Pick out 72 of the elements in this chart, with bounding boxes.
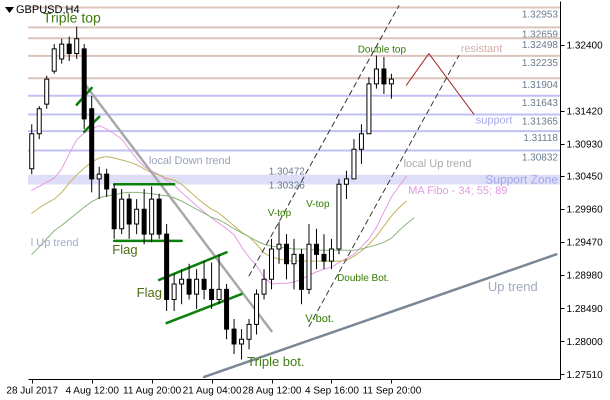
candlestick: [314, 228, 319, 270]
candlestick: [104, 168, 110, 198]
candlestick: [344, 170, 349, 200]
candlestick: [186, 263, 192, 300]
candlestick: [374, 55, 379, 90]
annotation: Double top: [358, 44, 406, 56]
candlestick: [239, 328, 244, 360]
candlestick: [216, 254, 222, 305]
candlestick: [358, 124, 364, 165]
annotation: support: [476, 114, 512, 127]
annotation: Flag: [112, 242, 138, 257]
candlestick: [194, 268, 200, 310]
ref-line-label: 1.31118: [523, 133, 558, 144]
ref-line-label: 1.31904: [522, 80, 558, 92]
y-tick-label: 1.31420: [566, 106, 604, 118]
y-tick-label: 1.29960: [566, 204, 604, 216]
y-tick-label: 1.28000: [566, 336, 604, 348]
annotation: MA Fibo - 34; 55; 89: [408, 185, 508, 197]
annotation: resistant: [460, 42, 502, 55]
candlestick: [388, 73, 394, 100]
candlestick: [59, 38, 64, 64]
y-tick-label: 1.27510: [566, 370, 604, 381]
candlestick: [209, 262, 214, 310]
annotation: Triple bot.: [247, 354, 304, 369]
candlestick: [262, 268, 267, 300]
candlestick: [292, 238, 296, 290]
x-tick-label: 28 Aug 12:00: [242, 386, 302, 396]
candlestick: [321, 234, 326, 270]
band-label: Support Zone: [485, 172, 558, 187]
annotation: Double Bot.: [337, 273, 390, 284]
ref-line-label: 1.32235: [522, 58, 558, 69]
annotation: local Down trend: [148, 155, 231, 167]
chart-title: GBPUSD,H4: [16, 4, 80, 16]
candlestick: [134, 198, 140, 235]
x-tick-label: 4 Aug 12:00: [65, 386, 120, 396]
candlestick: [66, 36, 72, 62]
x-tick-label: 11 Aug 20:00: [123, 386, 182, 396]
candlestick: [202, 260, 207, 300]
annotation: local Up trend: [404, 158, 472, 170]
candlestick: [172, 273, 177, 312]
ref-line-label: 1.32498: [522, 40, 558, 52]
x-tick-label: 11 Sep 20:00: [362, 386, 422, 396]
candlestick: [246, 318, 252, 350]
annotation: V-bot.: [305, 313, 334, 326]
annotation: V-top: [306, 199, 330, 210]
candlestick: [179, 268, 184, 305]
ref-line-label: 1.32953: [522, 10, 558, 21]
y-tick-label: 1.28490: [566, 304, 604, 315]
candlestick: [232, 318, 237, 355]
x-tick-label: 28 Jul 2017: [6, 386, 59, 396]
candlestick: [96, 166, 102, 200]
candlestick: [276, 222, 282, 264]
y-tick-label: 1.32400: [566, 40, 604, 52]
candlestick: [381, 56, 386, 94]
x-tick-label: 4 Sep 16:00: [304, 386, 360, 396]
candlestick: [284, 234, 290, 280]
candlestick: [328, 238, 334, 270]
ref-line-label: 1.30832: [522, 152, 558, 164]
y-tick-label: 1.30930: [566, 139, 604, 150]
annotation: Flag: [136, 285, 162, 300]
candlestick: [74, 26, 80, 60]
annotation: 1.30472: [268, 166, 306, 178]
candlestick: [52, 44, 57, 74]
ref-line-label: 1.31643: [522, 98, 558, 109]
annotation: V-top: [268, 208, 292, 220]
annotation: Up trend: [488, 279, 538, 294]
y-tick-label: 1.28980: [566, 270, 604, 282]
ref-line-label: 1.31365: [522, 116, 558, 128]
x-tick-label: 21 Aug 04:00: [182, 386, 242, 396]
y-tick-label: 1.29470: [566, 238, 604, 249]
y-tick-label: 1.30450: [566, 172, 604, 183]
ref-line-label: 1.32659: [522, 29, 558, 40]
